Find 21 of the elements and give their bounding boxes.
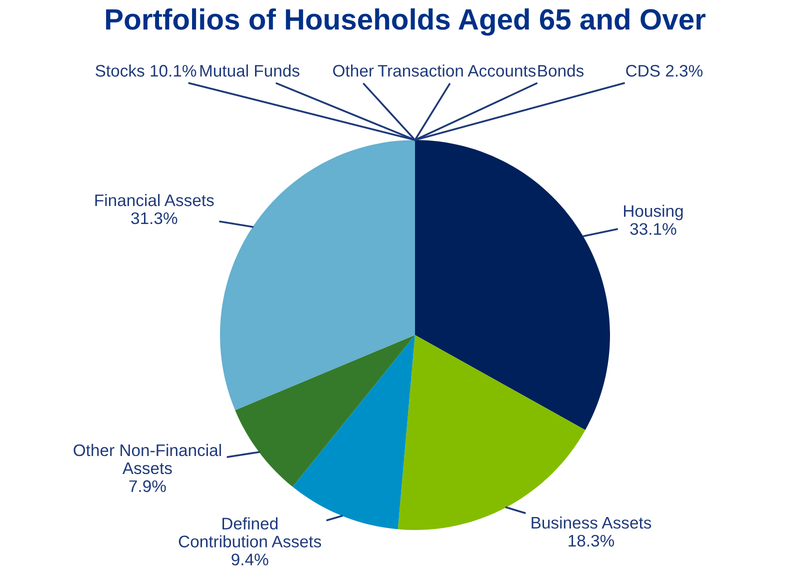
- data-label: 18.3%: [568, 534, 614, 547]
- slice-label: Housing: [624, 204, 683, 220]
- text: Mutual Funds: [200, 64, 300, 77]
- pie-slice: [220, 140, 415, 410]
- pie-slice: [415, 140, 610, 430]
- slice-label: Defined Contribution Assets: [178, 517, 322, 548]
- data-label: 7.9%: [129, 480, 166, 492]
- text: Transaction Accounts: [378, 64, 536, 77]
- data-label: 9.4%: [232, 554, 268, 566]
- pie-slice: [292, 335, 415, 530]
- pie-slice: [235, 335, 415, 487]
- data-label: 33.1%: [630, 223, 676, 235]
- text: Bonds: [538, 64, 584, 77]
- chart-title: Portfolios of Households Aged 65 and Over: [106, 8, 706, 36]
- text: CDS 2.3%: [626, 64, 703, 77]
- text: Other: [333, 64, 374, 77]
- slice-label: Business Assets: [532, 516, 652, 529]
- data-label: 31.3%: [131, 212, 178, 224]
- slice-label: Other Non-Financial Assets: [74, 444, 221, 474]
- text: Stocks 10.1%: [96, 64, 196, 77]
- slice-label: Financial Assets: [95, 194, 214, 206]
